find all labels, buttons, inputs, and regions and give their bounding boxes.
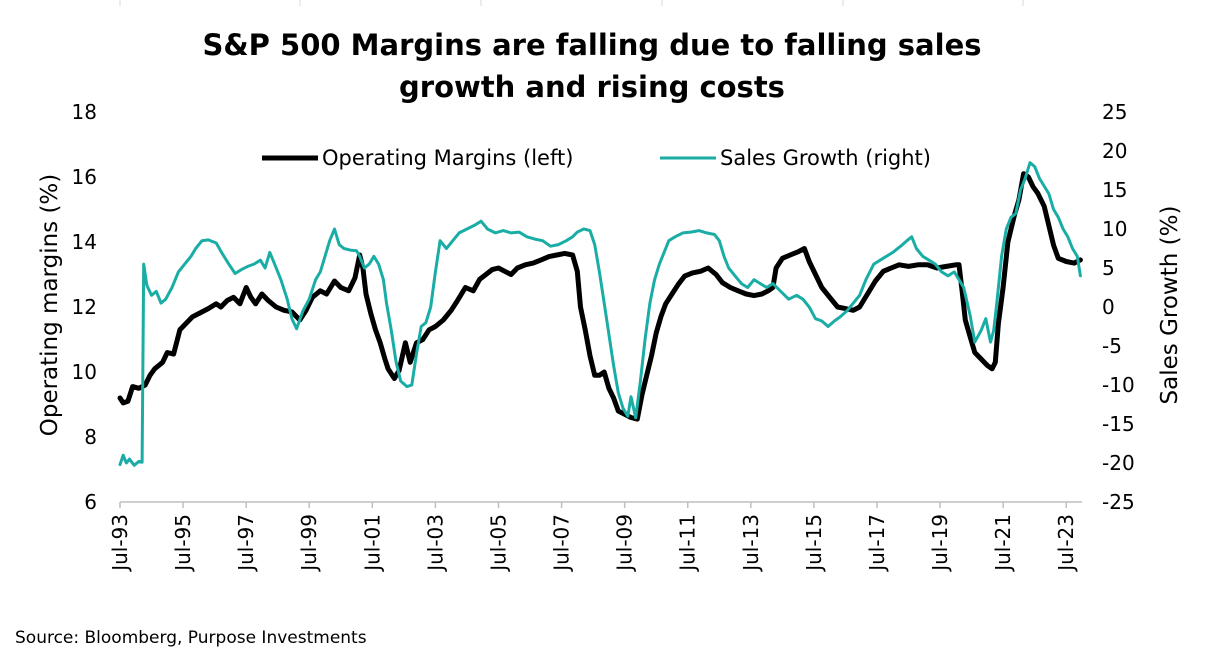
y-axis-left-ticks: 6 8 10 12 14 16 18: [72, 100, 97, 514]
x-tick-label: Jul-21: [991, 514, 1015, 573]
y-left-tick-label: 14: [72, 230, 97, 254]
y-right-tick-label: 10: [1102, 217, 1127, 241]
y-right-tick-label: 20: [1102, 139, 1127, 163]
y-right-tick-label: -5: [1102, 334, 1122, 358]
y-axis-left-title: Operating margins (%): [37, 174, 63, 437]
y-right-tick-label: 5: [1102, 256, 1115, 280]
x-tick-label: Jul-07: [550, 514, 574, 573]
x-tick-label: Jul-93: [108, 514, 132, 573]
x-tick-label: Jul-05: [486, 514, 510, 573]
y-right-tick-label: 25: [1102, 100, 1127, 124]
y-right-tick-label: 0: [1102, 295, 1115, 319]
top-guide-marks: [119, 0, 1024, 6]
x-axis-ticks: Jul-93 Jul-95 Jul-97 Jul-99 Jul-01 Jul-03 Jul-…: [108, 502, 1078, 573]
y-left-tick-label: 12: [72, 295, 97, 319]
y-right-tick-label: -20: [1102, 451, 1135, 475]
y-left-tick-label: 6: [84, 490, 97, 514]
y-right-tick-label: -25: [1102, 490, 1135, 514]
series-line-operating-margins: [117, 171, 1083, 422]
chart-title-line-2: growth and rising costs: [399, 70, 785, 104]
y-left-tick-label: 16: [72, 165, 97, 189]
x-tick-label: Jul-19: [928, 514, 952, 573]
chart-title-line-1: S&P 500 Margins are falling due to falli…: [203, 28, 982, 62]
y-left-tick-label: 10: [72, 360, 97, 384]
x-tick-label: Jul-95: [171, 514, 195, 573]
x-tick-label: Jul-17: [865, 514, 889, 573]
x-tick-label: Jul-03: [423, 514, 447, 573]
legend: Operating Margins (left) Sales Growth (r…: [262, 146, 931, 170]
y-right-tick-label: -15: [1102, 412, 1135, 436]
x-tick-label: Jul-13: [739, 514, 763, 573]
source-note: Source: Bloomberg, Purpose Investments: [15, 628, 367, 648]
y-axis-right-title: Sales Growth (%): [1157, 206, 1183, 405]
x-tick-label: Jul-23: [1054, 514, 1078, 573]
legend-label-operating-margins: Operating Margins (left): [322, 146, 573, 170]
y-left-tick-label: 8: [84, 425, 97, 449]
x-tick-label: Jul-99: [297, 514, 321, 573]
x-tick-label: Jul-01: [360, 514, 384, 573]
legend-label-sales-growth: Sales Growth (right): [720, 146, 931, 170]
y-axis-right-ticks: 25 20 15 10 5 0 -5 -10 -15 -20 -25: [1102, 100, 1135, 514]
y-right-tick-label: 15: [1102, 178, 1127, 202]
x-tick-label: Jul-15: [802, 514, 826, 573]
x-tick-label: Jul-09: [613, 514, 637, 573]
series-layer: [117, 161, 1083, 467]
series-line-sales-growth: [118, 161, 1082, 467]
y-left-tick-label: 18: [72, 100, 97, 124]
x-tick-label: Jul-11: [676, 514, 700, 573]
y-right-tick-label: -10: [1102, 373, 1135, 397]
x-tick-label: Jul-97: [234, 514, 258, 573]
